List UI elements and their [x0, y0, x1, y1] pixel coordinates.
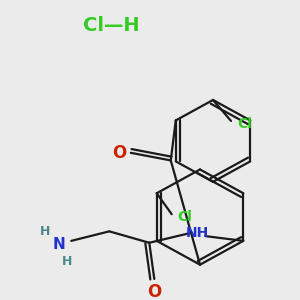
Text: N: N	[53, 237, 66, 252]
Text: Cl—H: Cl—H	[83, 16, 139, 35]
Text: Cl: Cl	[177, 210, 192, 224]
Text: H: H	[40, 225, 50, 238]
Text: O: O	[147, 283, 161, 300]
Text: H: H	[62, 255, 73, 268]
Text: NH: NH	[186, 226, 209, 240]
Text: Cl: Cl	[238, 117, 252, 131]
Text: O: O	[112, 144, 126, 162]
